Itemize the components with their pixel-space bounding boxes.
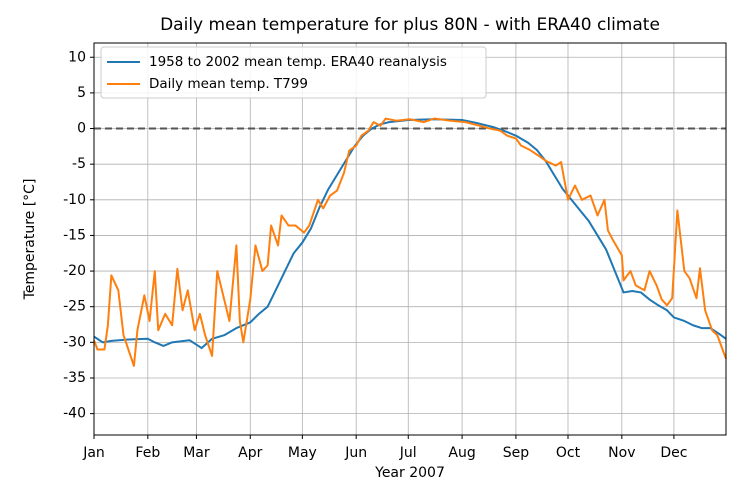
x-tick-label: Nov [608,445,635,461]
x-tick-label: Sep [503,445,530,461]
x-axis-label: Year 2007 [374,465,445,481]
x-tick-label: Oct [556,445,581,461]
y-tick-label: -10 [63,192,86,208]
legend: 1958 to 2002 mean temp. ERA40 reanalysis… [100,46,487,99]
y-tick-label: 0 [77,121,86,137]
series-line [93,117,727,367]
y-tick-label: -15 [63,227,86,243]
x-tick-label: Jan [82,445,105,461]
series-line [93,118,727,350]
y-tick-label: 5 [77,85,86,101]
y-tick-label: -20 [63,263,86,279]
y-tick-label: -5 [72,156,86,172]
legend-label: Daily mean temp. T799 [149,76,308,92]
y-tick-label: -25 [63,299,86,315]
y-tick-label: -35 [63,370,86,386]
y-axis-label: Temperature [°C] [22,179,38,301]
chart-title: Daily mean temperature for plus 80N - wi… [160,15,660,35]
legend-box [100,46,487,99]
x-tick-label: Feb [135,445,160,461]
x-tick-label: Aug [448,445,475,461]
y-tick-label: -40 [63,406,86,422]
y-tick-label: 10 [68,49,86,65]
x-tick-label: Dec [660,445,687,461]
x-tick-label: May [288,445,317,461]
x-tick-label: Jun [344,445,367,461]
x-tick-label: Mar [183,445,210,461]
x-tick-label: Apr [238,445,262,461]
x-tick-label: Jul [399,445,417,461]
plot-frame [93,42,727,436]
y-tick-label: -30 [63,334,86,350]
legend-label: 1958 to 2002 mean temp. ERA40 reanalysis [149,54,447,70]
